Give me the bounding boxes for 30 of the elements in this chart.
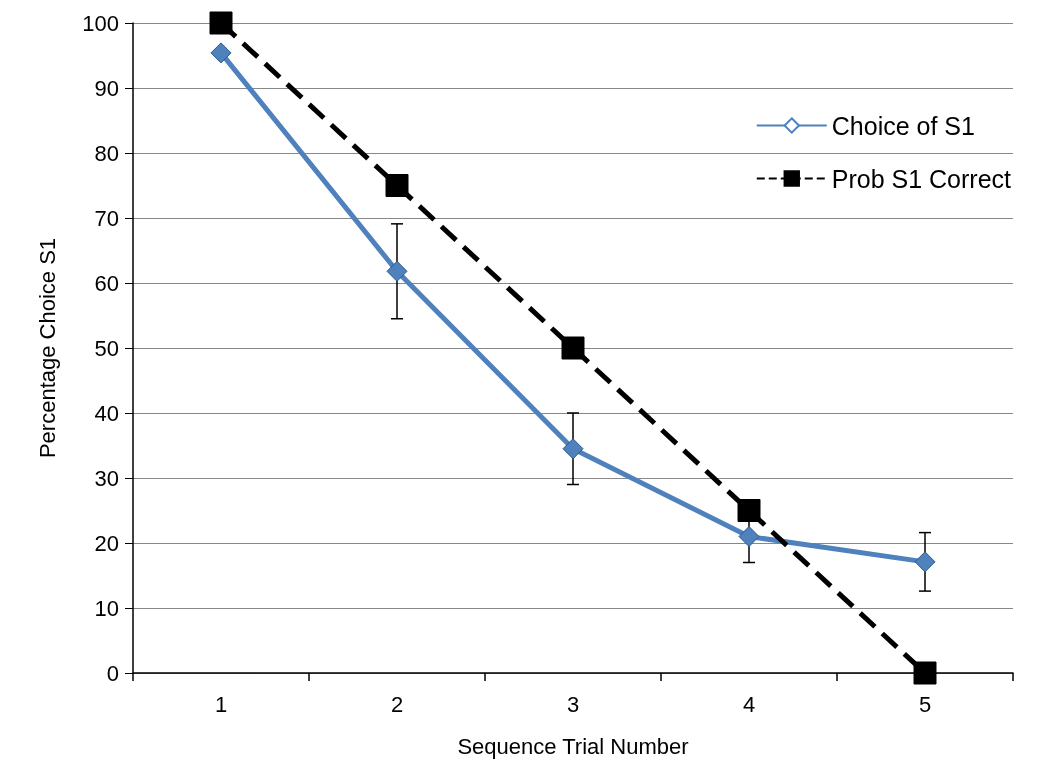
- legend-label: Prob S1 Correct: [831, 164, 1012, 193]
- point: [738, 526, 760, 547]
- y-tick-label: 80: [94, 140, 119, 166]
- point: [209, 11, 233, 35]
- y-tick-label: 100: [82, 10, 119, 36]
- y-tick-label: 50: [94, 335, 119, 361]
- point: [385, 174, 409, 197]
- x-tick-label: 5: [918, 691, 932, 717]
- point: [737, 499, 761, 522]
- y-tick-label: 20: [94, 530, 119, 556]
- y-axis-title: Percentage Choice S1: [34, 237, 60, 459]
- x-tick-label: 4: [742, 691, 756, 717]
- point: [386, 260, 408, 282]
- point: [913, 661, 937, 685]
- y-tick-label: 0: [106, 660, 119, 686]
- x-axis-title: Sequence Trial Number: [457, 733, 689, 759]
- y-tick-label: 40: [94, 400, 119, 426]
- x-tick-label: 3: [566, 691, 580, 717]
- y-tick-label: 10: [94, 595, 119, 621]
- point: [914, 551, 936, 573]
- y-tick-label: 60: [94, 270, 119, 296]
- y-tick-label: 90: [94, 75, 119, 101]
- point: [210, 42, 232, 64]
- y-tick-label: 30: [94, 465, 119, 491]
- x-tick-label: 2: [390, 691, 404, 717]
- point: [561, 336, 585, 360]
- legend-label: Choice of S1: [831, 111, 975, 140]
- x-tick-label: 1: [214, 691, 228, 717]
- y-tick-label: 70: [94, 205, 119, 231]
- point: [562, 438, 584, 460]
